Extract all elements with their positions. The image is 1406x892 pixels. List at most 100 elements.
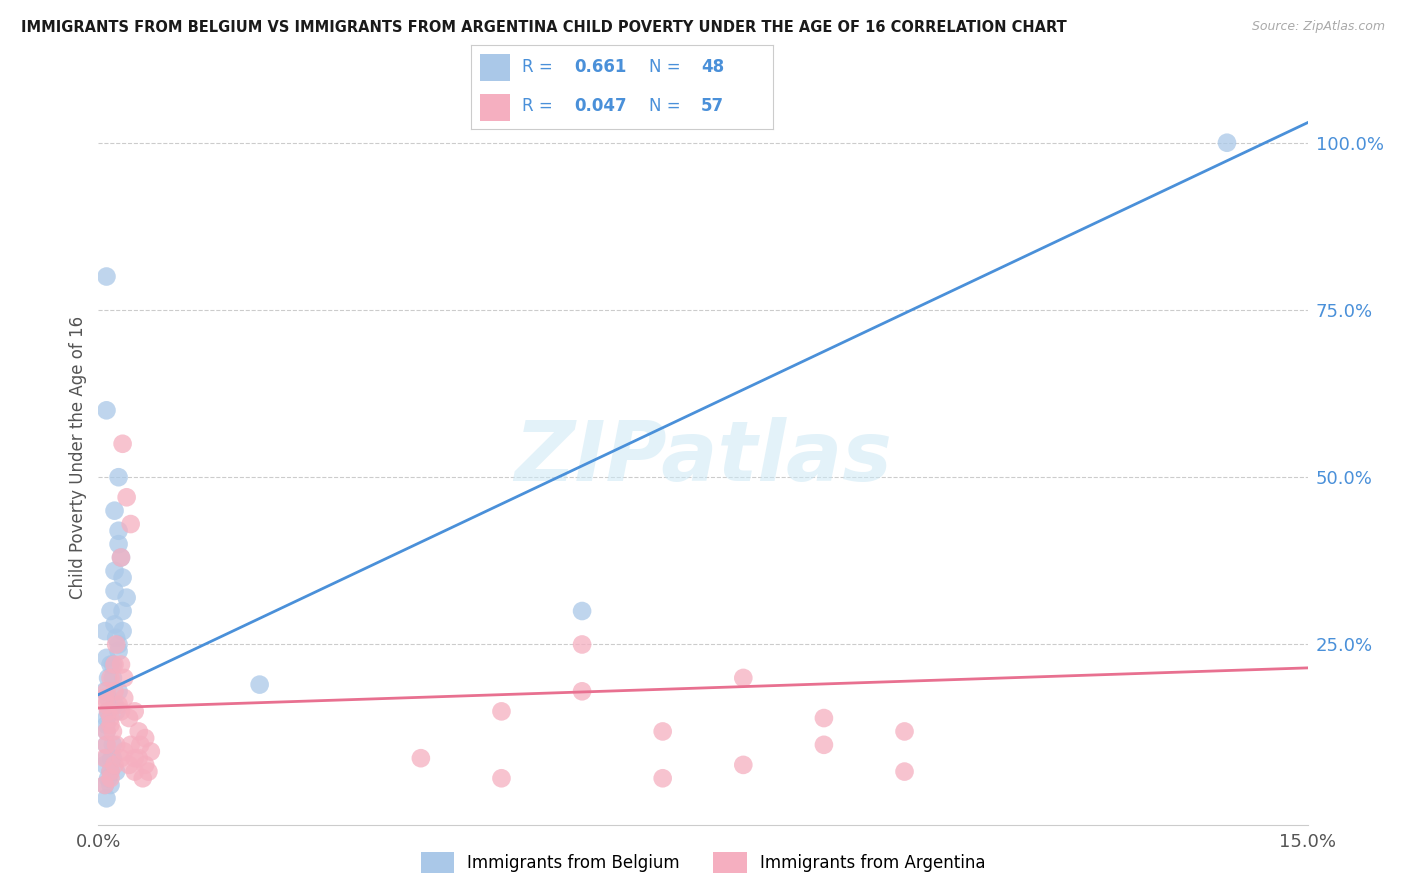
Point	[96, 751, 118, 765]
Text: IMMIGRANTS FROM BELGIUM VS IMMIGRANTS FROM ARGENTINA CHILD POVERTY UNDER THE AGE: IMMIGRANTS FROM BELGIUM VS IMMIGRANTS FR…	[21, 20, 1067, 35]
Point	[105, 631, 128, 645]
Point	[893, 724, 915, 739]
Point	[105, 637, 128, 651]
Point	[103, 698, 125, 712]
Point	[128, 751, 150, 765]
Point	[96, 651, 118, 665]
Text: R =: R =	[523, 59, 558, 77]
Point	[112, 671, 135, 685]
Point	[110, 705, 132, 719]
Point	[96, 403, 118, 417]
Point	[97, 705, 120, 719]
Point	[110, 550, 132, 565]
Point	[97, 690, 120, 705]
Point	[101, 671, 124, 685]
Point	[124, 764, 146, 779]
Text: Source: ZipAtlas.com: Source: ZipAtlas.com	[1251, 20, 1385, 33]
Point	[101, 738, 124, 752]
Point	[110, 550, 132, 565]
Point	[571, 684, 593, 698]
Point	[101, 657, 124, 672]
Point	[110, 751, 132, 765]
FancyBboxPatch shape	[479, 54, 510, 81]
Text: N =: N =	[650, 97, 686, 115]
Point	[118, 711, 141, 725]
Point	[94, 690, 117, 705]
Text: 0.047: 0.047	[574, 97, 627, 115]
Point	[101, 751, 124, 765]
Point	[491, 771, 513, 786]
Point	[100, 764, 122, 779]
Point	[96, 791, 118, 805]
Point	[94, 778, 117, 792]
Point	[651, 724, 673, 739]
Point	[651, 771, 673, 786]
Point	[105, 764, 128, 779]
Point	[100, 717, 122, 731]
Point	[733, 671, 755, 685]
Point	[129, 738, 152, 752]
Point	[111, 624, 134, 639]
Text: 57: 57	[700, 97, 724, 115]
Point	[571, 637, 593, 651]
Point	[1216, 136, 1239, 150]
Point	[100, 778, 122, 792]
Point	[96, 269, 118, 284]
Point	[115, 591, 138, 605]
Point	[107, 644, 129, 658]
Point	[94, 778, 117, 792]
Point	[103, 503, 125, 517]
Point	[103, 583, 125, 598]
Point	[96, 724, 118, 739]
Point	[100, 604, 122, 618]
Text: N =: N =	[650, 59, 686, 77]
Point	[491, 705, 513, 719]
FancyBboxPatch shape	[479, 94, 510, 120]
Point	[571, 604, 593, 618]
Point	[134, 758, 156, 772]
Point	[94, 624, 117, 639]
Point	[94, 684, 117, 698]
Point	[105, 738, 128, 752]
Point	[100, 771, 122, 786]
Point	[107, 684, 129, 698]
Point	[893, 764, 915, 779]
Point	[249, 678, 271, 692]
Point	[103, 564, 125, 578]
Point	[733, 758, 755, 772]
Point	[112, 744, 135, 758]
Point	[111, 571, 134, 585]
Point	[107, 537, 129, 551]
Point	[100, 711, 122, 725]
Point	[107, 524, 129, 538]
Legend: Immigrants from Belgium, Immigrants from Argentina: Immigrants from Belgium, Immigrants from…	[413, 846, 993, 880]
Point	[813, 738, 835, 752]
Point	[120, 516, 142, 531]
Point	[100, 657, 122, 672]
Point	[97, 705, 120, 719]
Point	[96, 738, 118, 752]
Point	[100, 671, 122, 685]
Point	[107, 470, 129, 484]
Point	[138, 764, 160, 779]
Point	[118, 758, 141, 772]
Point	[112, 690, 135, 705]
Point	[128, 724, 150, 739]
Point	[103, 617, 125, 632]
Text: ZIPatlas: ZIPatlas	[515, 417, 891, 498]
Text: R =: R =	[523, 97, 558, 115]
Point	[96, 717, 118, 731]
Point	[120, 738, 142, 752]
Point	[97, 771, 120, 786]
Point	[107, 698, 129, 712]
Point	[101, 724, 124, 739]
Point	[134, 731, 156, 746]
Point	[111, 436, 134, 450]
Point	[124, 751, 146, 765]
Point	[110, 657, 132, 672]
Point	[813, 711, 835, 725]
Point	[96, 698, 118, 712]
Point	[94, 758, 117, 772]
Point	[139, 744, 162, 758]
Point	[107, 637, 129, 651]
